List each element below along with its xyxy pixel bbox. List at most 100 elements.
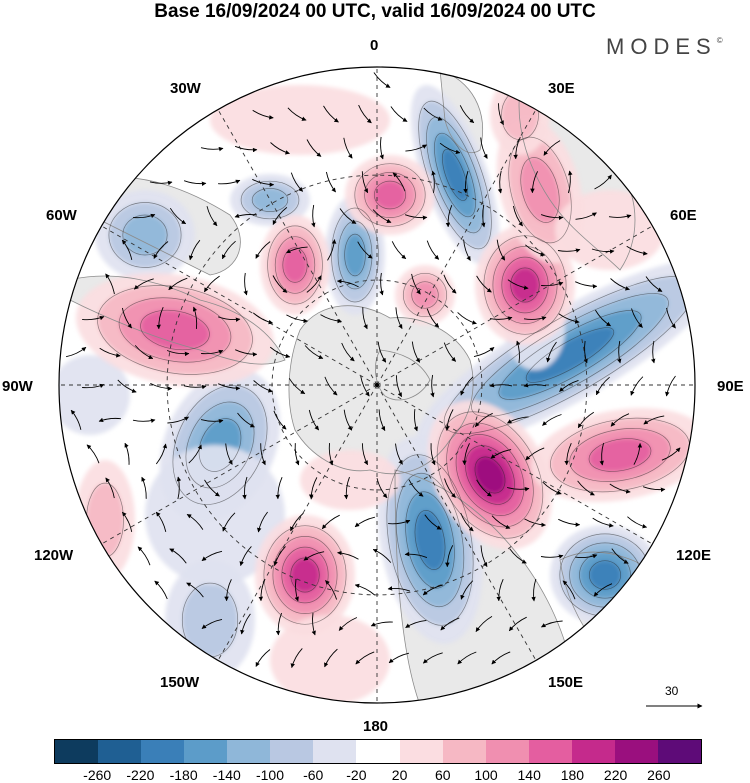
wind-arrow — [153, 241, 169, 259]
wind-arrow — [201, 349, 224, 355]
contour-line — [263, 525, 347, 625]
wind-arrow — [361, 171, 369, 194]
lon-label-60w: 60W — [46, 207, 77, 224]
lon-label-90w: 90W — [2, 378, 33, 395]
wind-arrow — [252, 178, 275, 187]
wind-arrow — [377, 341, 387, 363]
wind-arrow — [630, 376, 644, 396]
anomaly-band — [555, 190, 665, 270]
wind-arrow — [168, 277, 188, 291]
wind-arrow — [376, 478, 388, 499]
wind-arrow — [599, 442, 605, 466]
wind-arrow — [255, 649, 271, 667]
contour-line — [569, 428, 671, 482]
wind-arrow — [154, 580, 168, 600]
colorbar-swatch — [442, 740, 486, 763]
wind-arrow — [513, 137, 521, 160]
wind-arrow — [253, 380, 273, 393]
wind-arrow — [411, 273, 421, 295]
wind-arrow — [306, 275, 322, 293]
wind-arrow — [204, 275, 220, 293]
wind-arrow — [311, 612, 316, 636]
wind-arrow — [516, 340, 521, 364]
anomaly-band — [374, 181, 406, 209]
wind-arrow — [70, 409, 82, 430]
anomaly-band — [282, 247, 308, 283]
wind-arrow — [474, 412, 493, 428]
wind-arrow — [183, 180, 207, 187]
wind-arrow — [512, 205, 523, 227]
wind-arrow — [388, 652, 409, 664]
wind-arrow — [665, 375, 676, 397]
meridian-line — [217, 109, 378, 386]
meridian-line — [101, 384, 378, 545]
wind-arrow — [507, 279, 529, 290]
contour-line — [395, 472, 465, 608]
colorbar-tick-label: -180 — [169, 767, 198, 783]
wind-arrow — [235, 349, 258, 357]
anomaly-band — [140, 310, 210, 350]
contour-line — [411, 281, 439, 309]
wind-arrow — [405, 619, 427, 628]
wind-arrow — [306, 139, 322, 157]
wind-arrow — [308, 477, 318, 500]
wind-arrow — [169, 207, 187, 225]
wind-arrow — [253, 312, 274, 325]
wind-arrow — [321, 514, 340, 530]
wind-arrow — [200, 146, 224, 152]
land-area — [375, 350, 430, 400]
wind-arrow — [304, 345, 324, 360]
wind-arrow — [149, 180, 173, 186]
wind-arrow — [372, 548, 392, 563]
wind-arrow — [661, 447, 681, 461]
wind-arrow — [242, 476, 248, 500]
colorbar-tick-label: 20 — [391, 767, 408, 783]
wind-arrow — [583, 340, 588, 364]
wind-arrow — [343, 409, 353, 431]
wind-arrow — [121, 307, 132, 329]
wind-arrow — [201, 618, 223, 629]
wind-arrow — [542, 414, 562, 426]
wind-arrow — [287, 107, 307, 121]
wind-arrow — [430, 374, 435, 398]
contour-line — [331, 207, 379, 303]
wind-arrow — [506, 487, 530, 492]
colorbar-tick-label: -260 — [83, 767, 112, 783]
wind-arrow — [156, 307, 164, 330]
wind-arrow — [320, 314, 342, 324]
colorbar-swatch — [313, 740, 357, 763]
meridian-line — [376, 384, 653, 545]
wind-arrow — [252, 109, 274, 120]
wind-arrow — [496, 239, 506, 261]
wind-arrow — [358, 104, 372, 124]
wind-arrow — [497, 170, 503, 194]
wind-arrow — [524, 518, 546, 528]
wind-arrow — [462, 443, 470, 466]
wind-arrow — [155, 511, 167, 532]
anomaly-band — [526, 327, 614, 383]
meridian-line — [217, 384, 378, 661]
wind-arrow — [186, 582, 204, 598]
wind-arrow — [132, 418, 156, 423]
wind-arrow — [273, 410, 287, 430]
wind-arrow — [354, 583, 376, 596]
wind-arrow — [339, 208, 357, 224]
wind-arrow — [290, 648, 303, 669]
wind-arrow — [82, 315, 105, 321]
wind-arrow — [167, 416, 189, 424]
wind-arrow — [445, 205, 453, 228]
contour-line — [337, 220, 373, 290]
wind-arrow — [237, 412, 255, 428]
contour-line — [588, 438, 652, 472]
contour-line — [498, 310, 642, 400]
lon-label-90e: 90E — [717, 378, 744, 395]
wind-arrow — [379, 272, 384, 296]
brand-logo: MODES© — [606, 34, 723, 60]
lon-label-120e: 120E — [676, 547, 712, 564]
wind-arrow — [324, 648, 338, 668]
wind-arrow — [270, 142, 290, 155]
wind-arrow — [405, 144, 427, 152]
wind-arrow — [480, 545, 488, 567]
contour-line — [172, 385, 268, 505]
wind-arrow — [240, 613, 251, 635]
